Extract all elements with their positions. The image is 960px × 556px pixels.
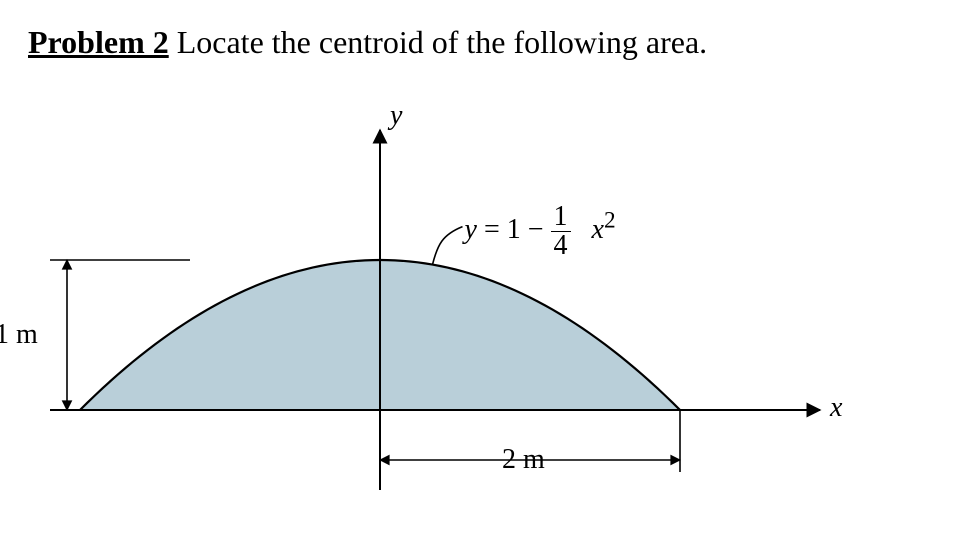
equation-var-y: y <box>465 214 477 245</box>
diagram: y x y = 1 − 1 4 x2 1 m 2 m <box>50 110 910 530</box>
problem-statement: Locate the centroid of the following are… <box>177 24 707 60</box>
equation-eq: = 1 − <box>484 214 551 245</box>
equation-fraction-top: 1 <box>551 203 571 232</box>
equation-var-x: x <box>592 214 604 245</box>
curve-equation: y = 1 − 1 4 x2 <box>465 203 616 260</box>
y-axis-label: y <box>390 100 402 132</box>
dimension-width-label: 2 m <box>502 444 545 476</box>
problem-label: Problem 2 <box>28 24 169 60</box>
problem-title: Problem 2 Locate the centroid of the fol… <box>28 24 707 61</box>
equation-leader <box>433 227 463 265</box>
x-axis-label: x <box>830 392 842 424</box>
dimension-height-label: 1 m <box>0 319 38 351</box>
equation-fraction-bot: 4 <box>551 232 571 260</box>
equation-fraction: 1 4 <box>551 203 571 260</box>
diagram-svg <box>50 110 910 530</box>
equation-power: 2 <box>604 207 616 233</box>
